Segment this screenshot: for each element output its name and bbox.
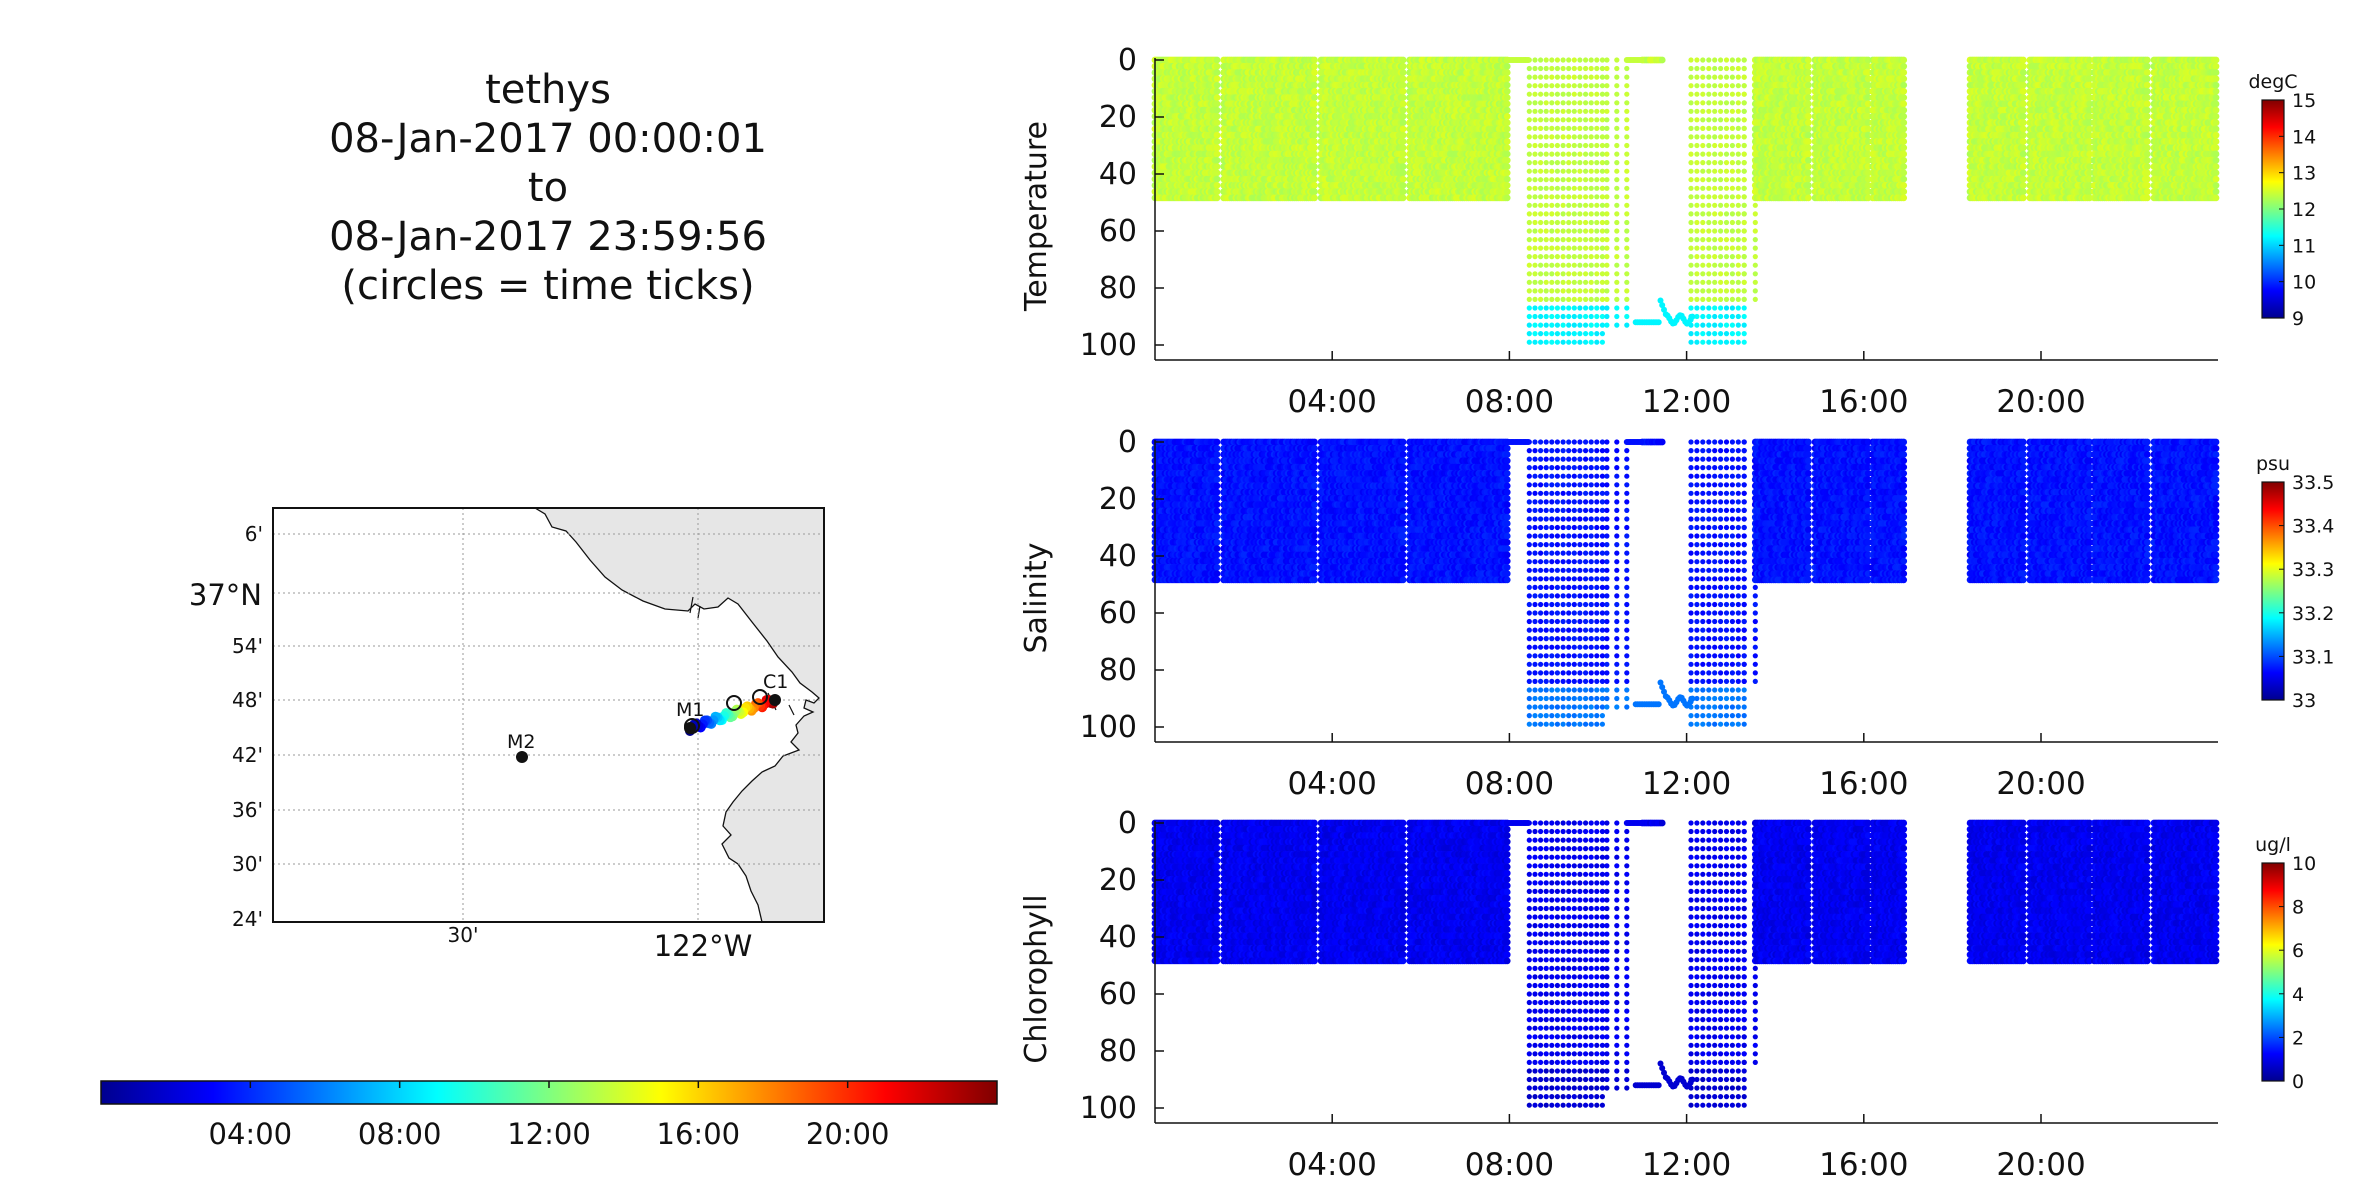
data-point — [1311, 195, 1318, 202]
data-point — [1311, 113, 1318, 120]
data-point — [1214, 94, 1221, 101]
map-lat-label: 37°N — [189, 578, 262, 612]
station-label: C1 — [763, 671, 788, 693]
data-point — [1400, 151, 1407, 158]
data-point — [1400, 63, 1407, 70]
data-point — [1400, 126, 1407, 133]
map-lat-label: 48' — [232, 688, 263, 712]
data-point — [1311, 119, 1318, 126]
time-colorbar-label: 12:00 — [507, 1117, 591, 1151]
data-point — [1214, 144, 1221, 151]
station-marker — [684, 722, 696, 734]
data-point — [1400, 176, 1407, 183]
data-point — [1311, 88, 1318, 95]
data-point — [1214, 176, 1221, 183]
figure-canvas: 6' 37°N 54' 48' 42' 36' 30' 24' 30' 122°W M2 M1 C1… — [0, 0, 2362, 1181]
data-point — [1311, 138, 1318, 145]
data-point — [1400, 132, 1407, 139]
data-point — [1311, 188, 1318, 195]
data-point — [1214, 101, 1221, 108]
data-point — [1400, 75, 1407, 82]
data-point — [1214, 157, 1221, 164]
data-point — [1400, 119, 1407, 126]
map-lat-label: 24' — [232, 907, 263, 931]
data-point — [1311, 107, 1318, 114]
data-point — [1311, 94, 1318, 101]
data-point — [1214, 119, 1221, 126]
data-point — [1214, 182, 1221, 189]
data-point — [1214, 107, 1221, 114]
data-point — [1400, 113, 1407, 120]
data-point — [1400, 188, 1407, 195]
data-point — [1214, 132, 1221, 139]
map: 6' 37°N 54' 48' 42' 36' 30' 24' 30' 122°W M2 M1 C1 — [189, 508, 824, 963]
data-point — [1400, 170, 1407, 177]
data-point — [1214, 113, 1221, 120]
map-lat-label: 42' — [232, 743, 263, 767]
data-point — [1311, 101, 1318, 108]
data-point — [1214, 69, 1221, 76]
data-point — [1214, 138, 1221, 145]
data-point — [1311, 163, 1318, 170]
data-point — [1311, 176, 1318, 183]
data-point — [1311, 75, 1318, 82]
time-colorbar: 04:00 08:00 12:00 16:00 20:00 — [101, 1081, 997, 1151]
data-point — [1214, 126, 1221, 133]
data-point — [1311, 182, 1318, 189]
data-point — [1311, 157, 1318, 164]
data-point — [1214, 151, 1221, 158]
data-point — [1400, 195, 1407, 202]
data-point — [1400, 69, 1407, 76]
station-marker — [769, 694, 781, 706]
data-point — [1214, 57, 1221, 64]
scatter-points — [1152, 57, 2220, 345]
data-point — [1311, 82, 1318, 89]
data-point — [1311, 69, 1318, 76]
data-point — [1214, 82, 1221, 89]
data-point — [1400, 163, 1407, 170]
data-point — [1311, 132, 1318, 139]
time-colorbar-label: 20:00 — [806, 1117, 890, 1151]
data-point — [1400, 57, 1407, 64]
data-point — [1400, 82, 1407, 89]
data-point — [1311, 126, 1318, 133]
map-lat-label: 36' — [232, 798, 263, 822]
data-point — [1214, 195, 1221, 202]
time-colorbar-label: 04:00 — [209, 1117, 293, 1151]
map-lat-label: 54' — [232, 634, 263, 658]
map-lat-label: 6' — [245, 522, 263, 546]
data-point — [1400, 101, 1407, 108]
time-colorbar-label: 08:00 — [358, 1117, 442, 1151]
data-point — [1214, 163, 1221, 170]
data-point — [1400, 144, 1407, 151]
data-point — [1400, 94, 1407, 101]
data-point — [1214, 170, 1221, 177]
data-point — [1311, 151, 1318, 158]
time-colorbar-label: 16:00 — [657, 1117, 741, 1151]
data-point — [1400, 107, 1407, 114]
map-lon-label: 30' — [448, 923, 479, 947]
data-point — [1400, 138, 1407, 145]
station-label: M1 — [676, 699, 704, 721]
data-point — [1311, 144, 1318, 151]
data-point — [1400, 157, 1407, 164]
map-lat-label: 30' — [232, 852, 263, 876]
data-point — [1214, 188, 1221, 195]
data-point — [1400, 182, 1407, 189]
station-label: M2 — [507, 731, 535, 753]
data-point — [1214, 63, 1221, 70]
data-point — [1311, 57, 1318, 64]
data-point — [1214, 88, 1221, 95]
data-point — [1311, 170, 1318, 177]
data-point — [1400, 88, 1407, 95]
data-point — [1311, 63, 1318, 70]
map-lon-label: 122°W — [654, 929, 753, 963]
data-point — [1214, 75, 1221, 82]
